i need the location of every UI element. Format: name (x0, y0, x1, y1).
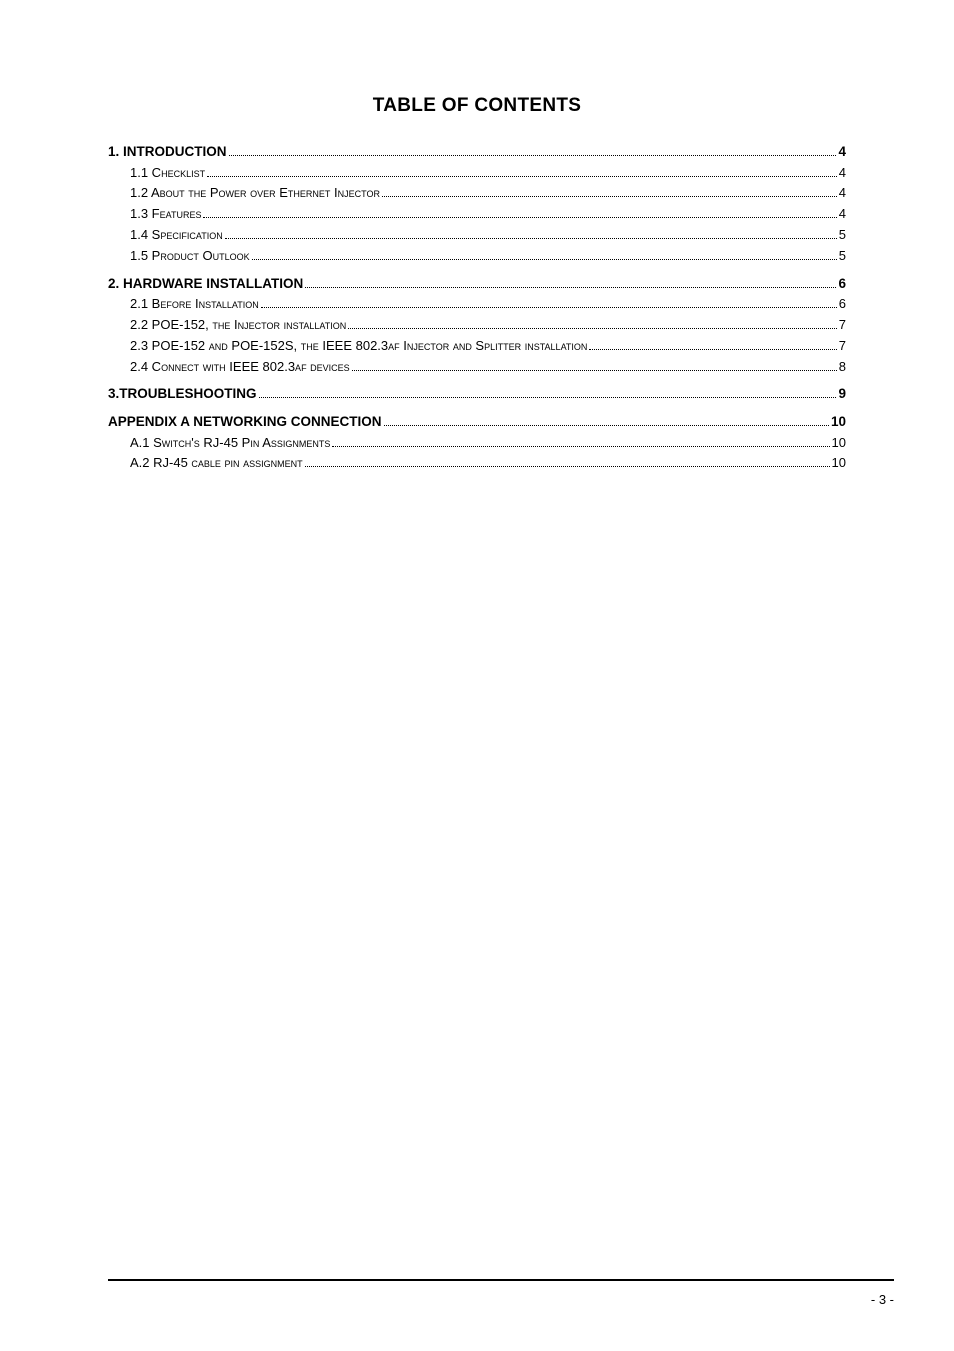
toc-entry-text: 1.2 About the Power over Ethernet Inject… (130, 183, 380, 204)
toc-entry[interactable]: A.2 RJ-45 cable pin assignment 10 (108, 453, 846, 474)
toc-leader-dots (382, 187, 837, 197)
toc-section-heading[interactable]: 3.TROUBLESHOOTING 9 (108, 383, 846, 405)
toc-entry-text: 1.3 Features (130, 204, 201, 225)
toc-entry-page: 5 (839, 246, 846, 267)
toc-container: 1. INTRODUCTION 4 1.1 Checklist 4 1.2 About … (108, 141, 846, 474)
toc-entry-page: 4 (839, 204, 846, 225)
toc-entry-text: 2.1 Before Installation (130, 294, 259, 315)
toc-heading-text: 1. INTRODUCTION (108, 141, 227, 163)
toc-entry-text: 2.4 Connect with IEEE 802.3af devices (130, 357, 350, 378)
toc-entry-text: 1.4 Specification (130, 225, 223, 246)
toc-entry[interactable]: 1.2 About the Power over Ethernet Inject… (108, 183, 846, 204)
footer-rule (108, 1279, 894, 1281)
toc-entry[interactable]: 1.1 Checklist 4 (108, 163, 846, 184)
toc-leader-dots (332, 436, 829, 446)
toc-entry-text: 1.1 Checklist (130, 163, 205, 184)
toc-leader-dots (203, 208, 836, 218)
toc-leader-dots (261, 298, 837, 308)
toc-leader-dots (225, 229, 837, 239)
toc-entry-page: 4 (839, 163, 846, 184)
toc-entry[interactable]: 2.4 Connect with IEEE 802.3af devices 8 (108, 357, 846, 378)
toc-section-heading[interactable]: 1. INTRODUCTION 4 (108, 141, 846, 163)
toc-entry-page: 8 (839, 357, 846, 378)
toc-entry[interactable]: 1.5 Product Outlook 5 (108, 246, 846, 267)
toc-section-heading[interactable]: APPENDIX A NETWORKING CONNECTION 10 (108, 411, 846, 433)
toc-entry[interactable]: 2.1 Before Installation 6 (108, 294, 846, 315)
toc-heading-page: 4 (838, 141, 846, 163)
toc-entry-text: 2.2 POE-152, the Injector installation (130, 315, 346, 336)
toc-entry-page: 6 (839, 294, 846, 315)
toc-entry-text: A.1 Switch's RJ-45 Pin Assignments (130, 433, 330, 454)
toc-title: TABLE OF CONTENTS (108, 95, 846, 117)
toc-section-heading[interactable]: 2. HARDWARE INSTALLATION 6 (108, 273, 846, 295)
toc-leader-dots (589, 340, 836, 350)
toc-entry[interactable]: 1.3 Features 4 (108, 204, 846, 225)
toc-entry-page: 10 (832, 433, 846, 454)
toc-entry-page: 7 (839, 336, 846, 357)
footer-page-number: - 3 - (871, 1292, 894, 1307)
toc-heading-page: 10 (831, 411, 846, 433)
toc-heading-page: 9 (838, 383, 846, 405)
toc-leader-dots (305, 277, 836, 287)
toc-leader-dots (348, 319, 837, 329)
toc-heading-text: 3.TROUBLESHOOTING (108, 383, 257, 405)
toc-entry-page: 5 (839, 225, 846, 246)
toc-entry-text: A.2 RJ-45 cable pin assignment (130, 453, 303, 474)
toc-entry-text: 2.3 POE-152 and POE-152S, the IEEE 802.3… (130, 336, 587, 357)
document-page: TABLE OF CONTENTS 1. INTRODUCTION41.1 Ch… (0, 0, 954, 1351)
toc-entry-page: 7 (839, 315, 846, 336)
toc-entry[interactable]: A.1 Switch's RJ-45 Pin Assignments 10 (108, 433, 846, 454)
toc-leader-dots (207, 167, 837, 177)
toc-leader-dots (229, 146, 837, 156)
toc-entry[interactable]: 2.2 POE-152, the Injector installation 7 (108, 315, 846, 336)
toc-heading-text: APPENDIX A NETWORKING CONNECTION (108, 411, 382, 433)
toc-heading-page: 6 (838, 273, 846, 295)
toc-leader-dots (305, 457, 830, 467)
toc-entry-page: 4 (839, 183, 846, 204)
toc-heading-text: 2. HARDWARE INSTALLATION (108, 273, 303, 295)
toc-leader-dots (384, 416, 829, 426)
toc-entry[interactable]: 1.4 Specification 5 (108, 225, 846, 246)
toc-entry[interactable]: 2.3 POE-152 and POE-152S, the IEEE 802.3… (108, 336, 846, 357)
toc-entry-text: 1.5 Product Outlook (130, 246, 250, 267)
toc-leader-dots (352, 360, 837, 370)
toc-leader-dots (252, 250, 837, 260)
toc-entry-page: 10 (832, 453, 846, 474)
toc-leader-dots (259, 388, 837, 398)
